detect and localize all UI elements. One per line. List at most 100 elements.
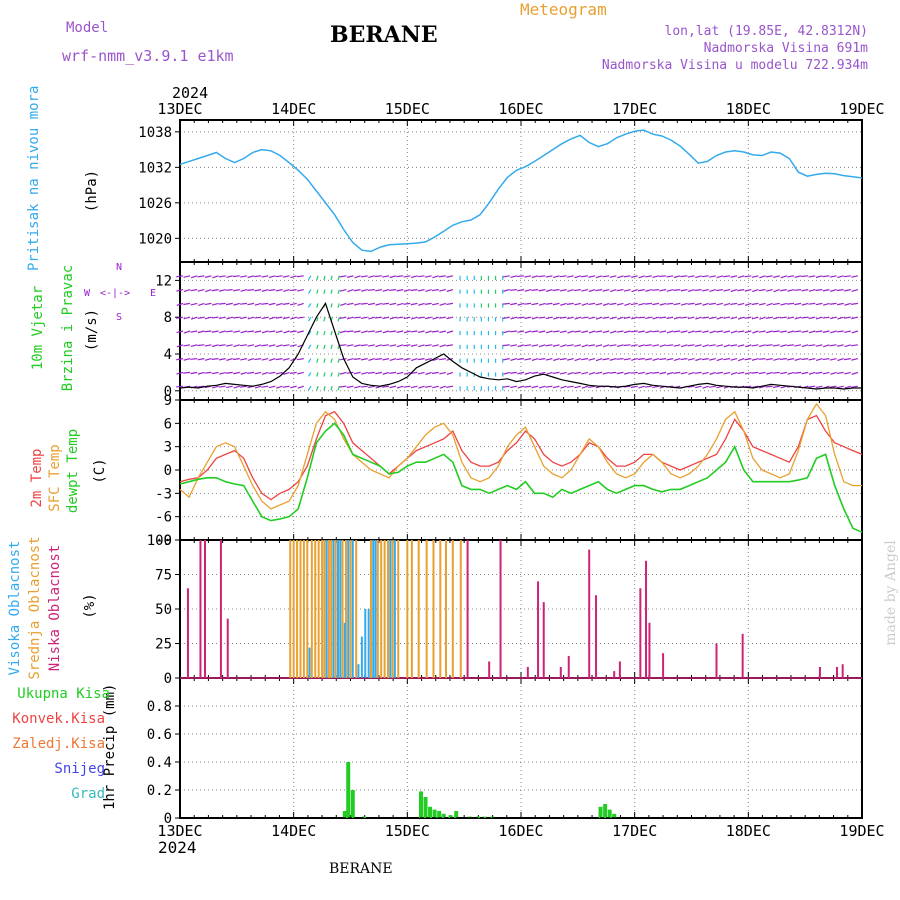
wind-arrow bbox=[389, 316, 397, 320]
wind-arrow bbox=[652, 330, 660, 333]
wind-arrow bbox=[758, 358, 766, 360]
xtick-label-bottom: 17DEC bbox=[612, 822, 657, 840]
wind-arrow bbox=[666, 344, 674, 347]
wind-arrow bbox=[254, 344, 262, 348]
wind-arrow bbox=[815, 275, 823, 279]
wind-arrow bbox=[737, 275, 745, 279]
xtick-label-bottom: 13DEC bbox=[157, 822, 202, 840]
wind-arrow bbox=[517, 275, 525, 278]
wind-arrow bbox=[673, 289, 681, 291]
wind-arrow bbox=[751, 344, 759, 347]
wind-arrow bbox=[538, 289, 546, 292]
wind-arrow bbox=[766, 302, 773, 307]
wind-arrow bbox=[374, 275, 382, 278]
wind-arrow bbox=[354, 302, 361, 306]
wind-arrow bbox=[240, 358, 248, 361]
wind-arrow bbox=[758, 330, 766, 333]
panel-cloud bbox=[175, 539, 863, 679]
wind-arrow bbox=[510, 316, 518, 320]
wind-arrow bbox=[588, 371, 596, 376]
wind-arrow bbox=[687, 275, 695, 278]
wind-arrow bbox=[708, 385, 716, 388]
model-label: Model bbox=[66, 20, 109, 36]
wind-arrow bbox=[574, 358, 582, 362]
wind-arrow bbox=[779, 358, 787, 360]
wind-arrow bbox=[759, 275, 766, 279]
compass-w: W bbox=[84, 288, 91, 299]
precip-bar bbox=[342, 811, 347, 818]
wind-arrow bbox=[204, 302, 212, 306]
wind-arrow bbox=[545, 330, 553, 334]
wind-arrow bbox=[552, 344, 560, 347]
wind-arrow bbox=[268, 371, 276, 375]
wind-arrow bbox=[268, 302, 276, 306]
ytick-label: 9 bbox=[164, 393, 172, 409]
wind-arrow bbox=[197, 358, 205, 361]
wind-arrow bbox=[808, 316, 816, 320]
wind-arrow bbox=[830, 330, 837, 334]
wind-arrow bbox=[623, 344, 631, 347]
wind-arrow bbox=[780, 275, 788, 279]
wind-arrow bbox=[211, 344, 219, 348]
wind-arrow bbox=[787, 371, 795, 375]
wind-arrow bbox=[815, 385, 823, 389]
ytick-label: 12 bbox=[155, 273, 172, 289]
wind-arrow bbox=[708, 302, 716, 305]
legend-snow: Snijeg bbox=[54, 761, 105, 777]
compass-e: E bbox=[150, 288, 157, 299]
wind-arrow bbox=[602, 358, 610, 361]
wind-arrow bbox=[403, 371, 411, 375]
wind-arrow bbox=[531, 358, 539, 362]
wind-arrow bbox=[197, 289, 205, 292]
wind-arrow bbox=[631, 358, 638, 361]
wind-arrow bbox=[225, 371, 233, 374]
wind-arrow bbox=[766, 330, 773, 334]
wind-arrow bbox=[595, 302, 603, 306]
wind-arrow bbox=[652, 316, 660, 320]
wind-arrow bbox=[418, 344, 425, 348]
wind-arrow bbox=[630, 330, 638, 333]
wind-arrow bbox=[211, 302, 219, 306]
wind-arrow bbox=[644, 344, 652, 347]
wind-arrow bbox=[787, 275, 795, 278]
wind-arrow bbox=[765, 316, 773, 319]
wind-arrow bbox=[694, 330, 702, 333]
wind-arrow bbox=[316, 289, 319, 294]
ytick-label: 0.6 bbox=[147, 727, 172, 743]
wind-arrow bbox=[758, 302, 766, 306]
wind-arrow bbox=[431, 330, 439, 333]
wind-arrow bbox=[666, 358, 674, 361]
wind-arrow bbox=[410, 344, 418, 347]
wind-arrow bbox=[673, 371, 681, 374]
wind-arrow bbox=[752, 330, 759, 334]
wind-arrow bbox=[424, 316, 432, 320]
wind-arrow bbox=[403, 316, 411, 320]
wind-arrow bbox=[247, 344, 255, 347]
wind-arrow bbox=[368, 275, 375, 279]
wind-arrow bbox=[337, 358, 340, 363]
wind-arrow bbox=[307, 358, 312, 363]
wind-arrow bbox=[829, 275, 837, 278]
wind-arrow bbox=[375, 330, 383, 333]
wind-arrow bbox=[225, 330, 233, 333]
xtick-label-top: 13DEC bbox=[157, 100, 202, 118]
wind-arrow bbox=[730, 316, 738, 320]
ytick-label: 8 bbox=[164, 310, 172, 326]
wind-arrow bbox=[730, 358, 738, 361]
wind-arrow bbox=[212, 385, 219, 389]
wind-arrow bbox=[588, 289, 596, 293]
wind-arrow bbox=[581, 275, 589, 278]
wind-arrow bbox=[240, 289, 248, 292]
wind-arrow bbox=[566, 275, 574, 278]
wind-arrow bbox=[723, 302, 731, 306]
ytick-label: 1020 bbox=[138, 231, 172, 247]
wind-arrow bbox=[616, 302, 624, 306]
wind-arrow bbox=[552, 289, 560, 292]
wind-arrow bbox=[439, 330, 446, 334]
precip-bar bbox=[350, 790, 355, 818]
wind-arrow bbox=[787, 302, 795, 305]
meteogram-label: Meteogram bbox=[520, 0, 607, 19]
wind-arrow bbox=[432, 302, 439, 306]
wind-arrow bbox=[307, 316, 312, 322]
